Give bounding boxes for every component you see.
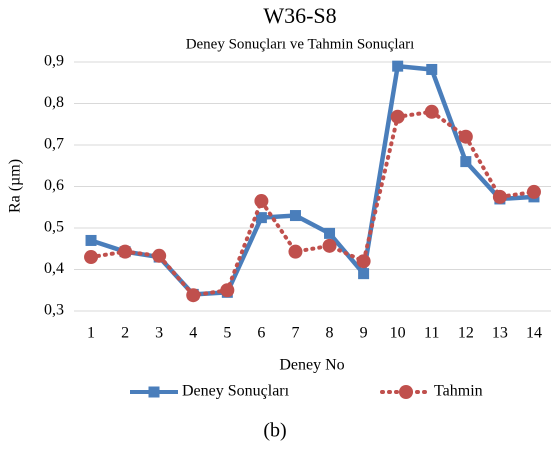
- data-point: [186, 288, 201, 303]
- x-tick-label: 6: [257, 325, 265, 342]
- data-point: [458, 129, 473, 144]
- series-line: [89, 109, 536, 298]
- legend-marker: [148, 386, 160, 398]
- x-tick-label: 12: [458, 325, 474, 342]
- data-point: [426, 63, 438, 75]
- data-point: [289, 210, 301, 222]
- data-point: [526, 184, 541, 199]
- x-tick-label: 13: [492, 325, 508, 342]
- data-point: [390, 109, 405, 124]
- x-tick-label: 10: [390, 325, 406, 342]
- data-point: [118, 244, 133, 259]
- x-tick-label: 7: [291, 325, 299, 342]
- data-point: [322, 238, 337, 253]
- data-point: [84, 250, 99, 265]
- legend-label: Deney Sonuçları: [182, 383, 290, 400]
- x-tick-label: 9: [360, 325, 368, 342]
- caption: (b): [263, 420, 286, 442]
- y-tick-label: 0,3: [44, 302, 64, 319]
- y-tick-label: 0,4: [44, 260, 64, 277]
- data-point: [85, 234, 97, 246]
- y-tick-label: 0,6: [44, 177, 64, 194]
- x-tick-label: 3: [155, 325, 163, 342]
- chart-title: W36-S8: [263, 3, 336, 28]
- y-axis-label: Ra (µm): [7, 159, 24, 213]
- legend-marker: [399, 385, 413, 399]
- x-tick-label: 11: [424, 325, 439, 342]
- legend-label: Tahmin: [434, 383, 483, 400]
- y-tick-label: 0,7: [44, 136, 64, 153]
- x-tick-label: 2: [121, 325, 129, 342]
- data-point: [492, 189, 507, 204]
- data-point: [255, 212, 267, 224]
- chart-subtitle: Deney Sonuçları ve Tahmin Sonuçları: [186, 36, 415, 52]
- data-point: [424, 104, 439, 119]
- y-tick-label: 0,8: [44, 94, 64, 111]
- data-point: [392, 60, 404, 72]
- x-tick-label: 14: [526, 325, 542, 342]
- data-point: [324, 227, 336, 239]
- data-point: [358, 268, 370, 280]
- y-tick-label: 0,9: [44, 53, 64, 70]
- y-tick-label: 0,5: [44, 219, 64, 236]
- data-point: [220, 283, 235, 298]
- x-tick-label: 1: [87, 325, 95, 342]
- x-tick-label: 8: [326, 325, 334, 342]
- data-point: [254, 194, 269, 209]
- data-point: [288, 244, 303, 259]
- x-axis-label: Deney No: [279, 357, 344, 374]
- data-point: [356, 254, 371, 269]
- x-tick-label: 4: [189, 325, 197, 342]
- data-point: [152, 248, 167, 263]
- x-tick-label: 5: [223, 325, 231, 342]
- data-point: [460, 156, 472, 168]
